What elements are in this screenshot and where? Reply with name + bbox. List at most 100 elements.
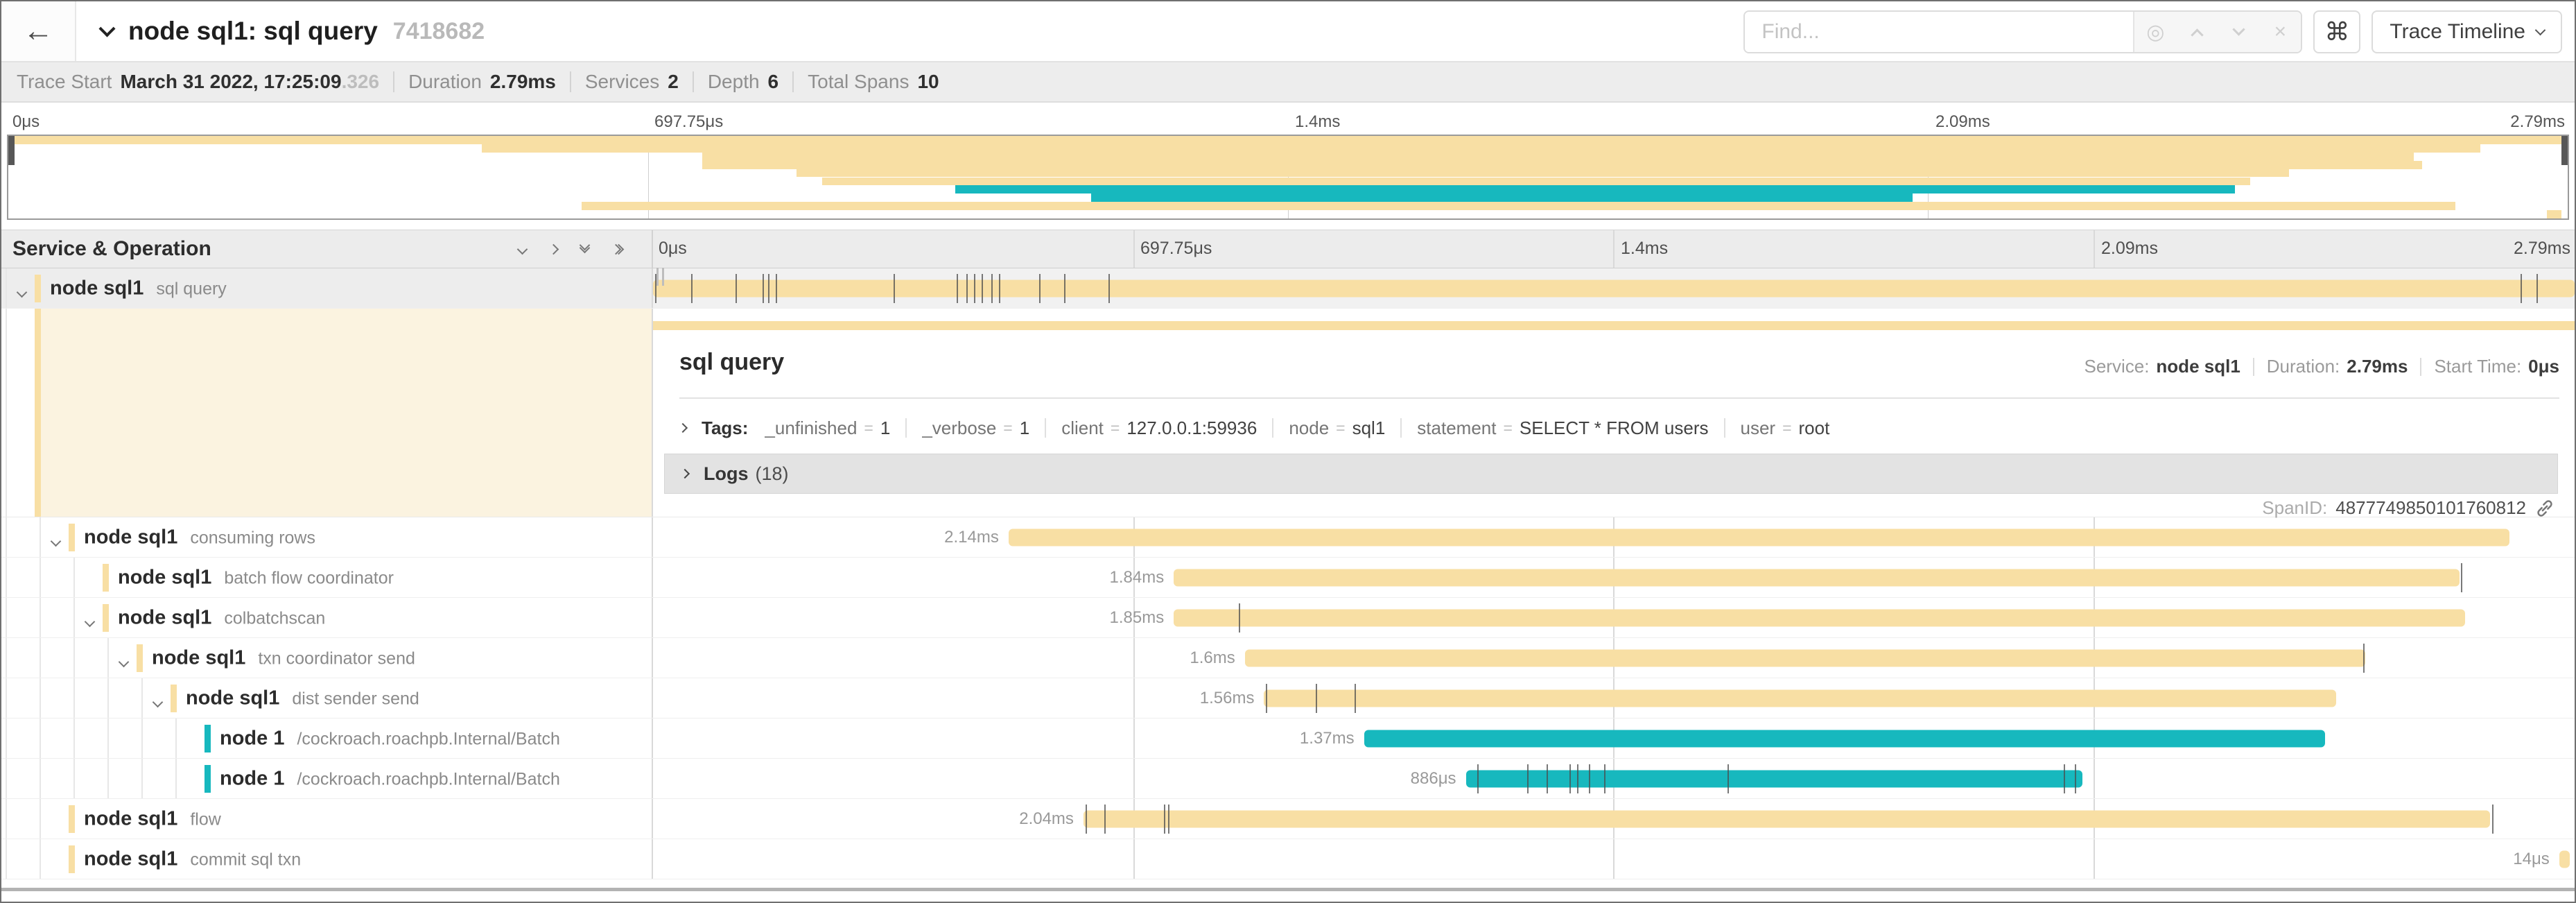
span-bar[interactable]	[653, 280, 2575, 297]
summary-item: Total Spans 10	[808, 71, 939, 93]
expand-one-level-icon[interactable]	[516, 243, 528, 255]
service-name: node sql1 commit sql txn	[84, 848, 302, 870]
span-row: node 1/cockroach.roachpb.Internal/Batch 8…	[1, 759, 2575, 799]
back-button[interactable]: ←	[1, 1, 76, 61]
indent-guide	[6, 517, 7, 557]
time-axis-label: 697.75μs	[1140, 239, 1212, 258]
view-selector-button[interactable]: Trace Timeline	[2372, 10, 2562, 53]
expand-all-icon[interactable]	[579, 239, 591, 254]
chevron-down-icon[interactable]	[84, 616, 96, 627]
service-name: node sql1 batch flow coordinator	[118, 566, 394, 588]
chevron-down-icon[interactable]	[50, 535, 62, 547]
span-bar[interactable]	[1174, 609, 2465, 626]
log-marker-tick	[1316, 683, 1318, 713]
log-marker-tick	[763, 273, 764, 303]
chevron-down-icon[interactable]	[152, 696, 164, 707]
indent-guide	[73, 638, 75, 678]
span-tree-row[interactable]: node 1/cockroach.roachpb.Internal/Batch	[1, 759, 653, 798]
indent-guide	[40, 799, 41, 839]
log-marker-tick	[998, 273, 1000, 303]
span-bar[interactable]	[1465, 770, 2083, 787]
divider	[393, 71, 395, 92]
span-detail-left-gutter	[1, 309, 653, 517]
logs-row[interactable]: Logs (18)	[664, 454, 2558, 494]
span-tree-row[interactable]: node sql1 dist sender send	[1, 678, 653, 718]
chevron-down-icon	[2534, 24, 2546, 35]
summary-label: Trace Start	[17, 71, 112, 92]
span-timeline-cell: 1.56ms	[653, 678, 2575, 718]
span-tree-row[interactable]: node sql1 colbatchscan	[1, 598, 653, 637]
tag-value: sql1	[1352, 417, 1386, 438]
span-tree-row[interactable]: node sql1 txn coordinator send	[1, 638, 653, 678]
tag-value: root	[1798, 417, 1830, 438]
summary-value: 6	[767, 71, 779, 92]
collapse-all-icon[interactable]	[610, 243, 625, 255]
span-bar[interactable]	[2559, 850, 2570, 868]
log-marker-tick	[2075, 764, 2077, 793]
title-collapse-chevron-icon[interactable]	[98, 19, 116, 37]
log-marker-tick	[1108, 273, 1110, 303]
log-marker-tick	[2461, 562, 2463, 592]
indent-guide	[40, 719, 41, 758]
span-bar[interactable]	[1244, 649, 2365, 666]
span-row: node sql1 batch flow coordinator 1.84ms	[1, 558, 2575, 598]
minimap-canvas[interactable]	[7, 135, 2569, 220]
span-tree-row[interactable]: node sql1 commit sql txn	[1, 839, 653, 879]
tags-row[interactable]: Tags: _unfinished = 1 _verbose = 1 client = 127.…	[677, 410, 2559, 446]
log-marker-tick	[982, 273, 983, 303]
tag-key: client	[1061, 417, 1104, 438]
find-next-icon[interactable]	[2218, 12, 2259, 52]
summary-item: Depth 6	[708, 71, 778, 93]
keyboard-shortcuts-button[interactable]: ⌘	[2313, 10, 2361, 53]
chevron-down-icon[interactable]	[118, 656, 130, 667]
span-mini-bar[interactable]	[653, 321, 2575, 330]
summary-label: Total Spans	[808, 71, 910, 92]
minimap-span-bar	[1090, 194, 1913, 203]
log-marker-tick	[1104, 804, 1106, 834]
indent-guide	[40, 558, 41, 597]
tag-item: client = 127.0.0.1:59936	[1061, 418, 1257, 439]
time-axis-label: 697.75μs	[654, 112, 724, 131]
span-bar[interactable]	[1364, 730, 2325, 747]
span-tree-row[interactable]: node sql1 sql query	[1, 268, 653, 308]
summary-label: Services	[584, 71, 660, 92]
divider	[692, 71, 694, 92]
column-resizer[interactable]	[656, 268, 664, 286]
find-input[interactable]	[1745, 12, 2134, 52]
minimap-span-bar	[955, 185, 2236, 194]
copy-link-icon[interactable]	[2534, 498, 2555, 519]
log-marker-tick	[1085, 804, 1087, 834]
divider	[1272, 418, 1274, 438]
viewport-handle-left[interactable]	[8, 136, 15, 165]
span-tree-row[interactable]: node sql1 consuming rows	[1, 517, 653, 557]
span-tree-row[interactable]: node sql1 batch flow coordinator	[1, 558, 653, 597]
log-marker-tick	[1039, 273, 1041, 303]
span-bar[interactable]	[1083, 810, 2491, 827]
summary-item: Trace Start March 31 2022, 17:25:09.326	[17, 71, 379, 93]
service-color-bar	[137, 644, 143, 672]
find-prev-icon[interactable]	[2176, 12, 2218, 52]
collapse-one-level-icon[interactable]	[548, 243, 559, 255]
operation-name: txn coordinator send	[258, 648, 415, 668]
span-tree-row[interactable]: node sql1 flow	[1, 799, 653, 839]
span-bar[interactable]	[1264, 689, 2337, 707]
service-color-bar	[204, 724, 211, 752]
chevron-down-icon[interactable]	[16, 286, 28, 298]
minimap-span-bar	[582, 202, 2455, 211]
log-marker-tick	[654, 273, 656, 303]
span-bar[interactable]	[1174, 569, 2460, 586]
span-duration-label: 1.37ms	[1299, 728, 1355, 748]
timeline-column-header: Service & Operation 0μs 697.75μs 1.4ms 2.09…	[1, 230, 2575, 286]
log-marker-tick	[2363, 643, 2365, 673]
minimap-gridline	[648, 136, 649, 218]
viewport-handle-right[interactable]	[2561, 136, 2568, 165]
span-tree-row[interactable]: node 1/cockroach.roachpb.Internal/Batch	[1, 719, 653, 758]
find-scope-icon[interactable]: ◎	[2146, 20, 2165, 44]
log-marker-tick	[973, 273, 975, 303]
summary-item: Services 2	[585, 71, 679, 93]
span-bar[interactable]	[1008, 528, 2509, 546]
find-clear-icon[interactable]: ×	[2274, 20, 2287, 43]
chevron-right-icon	[677, 422, 688, 433]
indent-guide	[107, 638, 109, 678]
